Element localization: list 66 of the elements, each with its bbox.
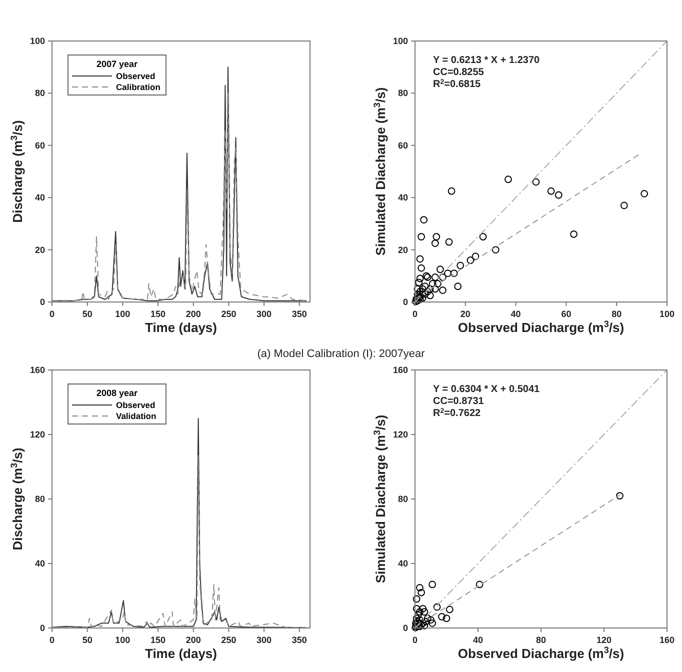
y-tick-label: 100 — [392, 36, 408, 46]
x-tick-label: 120 — [596, 635, 612, 645]
x-tick-label: 100 — [659, 309, 675, 319]
x-tick-label: 100 — [115, 635, 130, 645]
annotation: R$^{2}$=0.7622 — [433, 408, 482, 419]
annotation: CC=0.8255 — [433, 67, 484, 78]
x-tick-label: 350 — [292, 635, 307, 645]
y-tick-label: 40 — [398, 558, 408, 568]
legend-label: Calibration — [116, 82, 160, 92]
x-axis-title: Time (days) — [144, 320, 218, 335]
y-tick-label: 80 — [34, 494, 45, 504]
x-tick-label: 0 — [412, 635, 418, 645]
x-tick-label: 150 — [150, 635, 166, 645]
x-tick-label: 60 — [561, 309, 572, 319]
x-axis-title: Observed Diacharge (m$^{3}$/s) — [458, 645, 624, 661]
x-tick-label: 50 — [82, 309, 92, 319]
x-tick-label: 300 — [256, 635, 272, 645]
y-tick-label: 100 — [30, 36, 45, 46]
y-tick-label: 0 — [402, 623, 408, 633]
y-tick-label: 120 — [392, 430, 408, 440]
annotation: R$^{2}$=0.6815 — [433, 78, 482, 90]
y-tick-label: 40 — [34, 192, 45, 203]
x-tick-label: 50 — [82, 635, 92, 645]
y-tick-label: 80 — [398, 88, 408, 98]
annotation: CC=0.8731 — [433, 396, 484, 407]
x-tick-label: 200 — [186, 309, 201, 319]
x-tick-label: 0 — [49, 309, 55, 319]
y-tick-label: 20 — [34, 244, 45, 255]
x-tick-label: 200 — [186, 635, 201, 645]
x-tick-label: 0 — [49, 635, 55, 645]
y-tick-label: 60 — [398, 140, 408, 150]
x-tick-label: 40 — [510, 309, 521, 319]
x-tick-label: 350 — [292, 309, 307, 319]
x-axis-title: Observed Diacharge (m$^{3}$/s) — [458, 319, 624, 335]
x-tick-label: 20 — [460, 309, 470, 319]
annotation: Y = 0.6213 * X + 1.2370 — [433, 55, 540, 66]
y-tick-label: 40 — [34, 558, 45, 568]
y-tick-label: 40 — [398, 192, 408, 203]
y-tick-label: 160 — [30, 365, 45, 375]
y-tick-label: 60 — [34, 140, 45, 150]
y-tick-label: 0 — [40, 297, 45, 307]
x-tick-label: 150 — [150, 309, 166, 319]
annotation: Y = 0.6304 * X + 0.5041 — [433, 384, 540, 395]
y-tick-label: 0 — [40, 623, 45, 633]
x-tick-label: 0 — [412, 309, 418, 319]
x-tick-label: 100 — [115, 309, 130, 319]
y-tick-label: 80 — [34, 88, 45, 98]
legend-title: 2008 year — [96, 388, 138, 398]
text: (a) Model Calibration (I): 2007year — [257, 348, 426, 360]
x-tick-label: 40 — [472, 635, 484, 645]
x-tick-label: 300 — [256, 309, 272, 319]
y-tick-label: 80 — [398, 494, 408, 504]
y-tick-label: 160 — [392, 365, 408, 375]
x-tick-label: 160 — [659, 635, 675, 645]
y-tick-label: 0 — [402, 297, 408, 307]
x-tick-label: 250 — [221, 309, 236, 319]
legend-label: Observed — [116, 400, 156, 410]
x-axis-title: Time (days) — [144, 646, 218, 661]
x-tick-label: 80 — [536, 635, 546, 645]
y-tick-label: 20 — [398, 244, 408, 255]
y-tick-label: 120 — [30, 430, 45, 440]
legend-label: Observed — [116, 71, 156, 81]
legend-label: Validation — [116, 411, 156, 421]
x-tick-label: 250 — [221, 635, 236, 645]
x-tick-label: 80 — [612, 309, 622, 319]
legend-title: 2007 year — [96, 59, 138, 69]
